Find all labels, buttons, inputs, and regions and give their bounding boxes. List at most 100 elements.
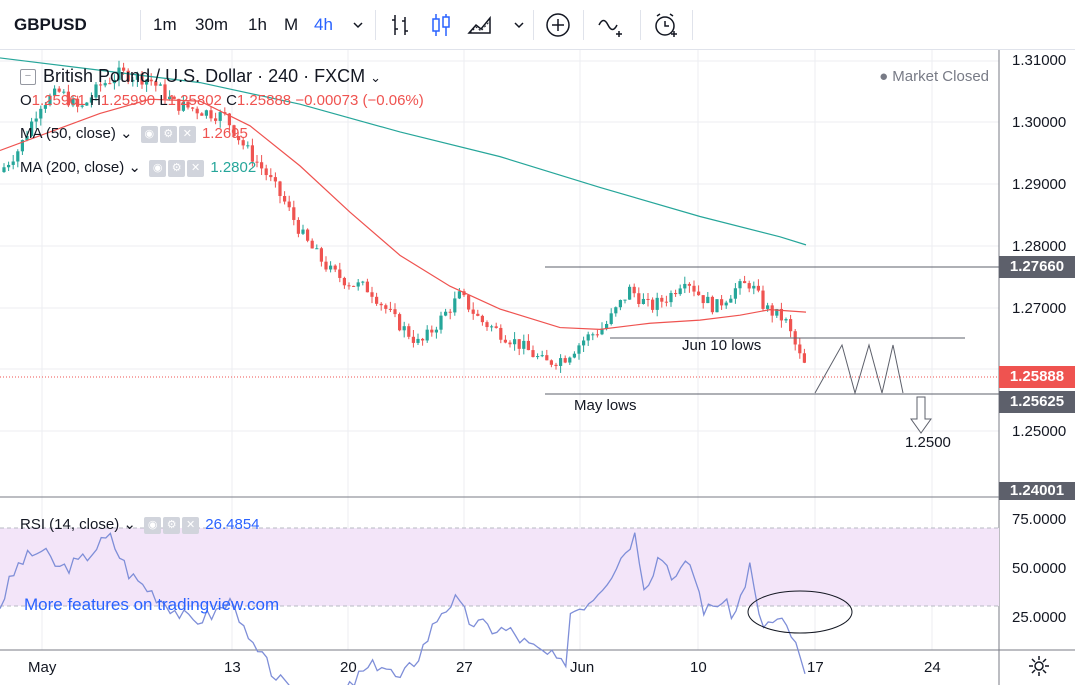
area-chart-icon[interactable] bbox=[466, 11, 494, 39]
candle-body bbox=[485, 322, 489, 328]
projection-zigzag bbox=[814, 343, 904, 395]
candle-body bbox=[186, 101, 190, 108]
settings-gear-icon[interactable] bbox=[1028, 655, 1050, 677]
candle-body bbox=[53, 88, 57, 96]
gear-icon[interactable]: ⚙ bbox=[168, 159, 186, 177]
close-icon[interactable]: ✕ bbox=[182, 516, 200, 534]
interval-1m[interactable]: 1m bbox=[153, 15, 177, 34]
symbol-title[interactable]: − British Pound / U.S. Dollar · 240 · FX… bbox=[20, 66, 381, 87]
gear-icon[interactable]: ⚙ bbox=[163, 516, 181, 534]
ma50-legend[interactable]: MA (50, close) ⌄ ◉ ⚙ ✕ 1.2695 bbox=[20, 125, 248, 143]
candle-body bbox=[503, 339, 507, 343]
candle-body bbox=[715, 299, 719, 313]
price-tick: 1.25000 bbox=[1012, 423, 1067, 440]
interval-M[interactable]: M bbox=[284, 15, 299, 34]
chevron-down-icon[interactable]: ⌄ bbox=[370, 70, 382, 85]
close-icon[interactable]: ✕ bbox=[187, 159, 205, 177]
candlestick-series bbox=[2, 60, 806, 373]
ohlc-readout: O1.25961 H1.25990 L1.25802 C1.25888 −0.0… bbox=[20, 92, 424, 109]
market-status: ● Market Closed bbox=[879, 68, 989, 85]
eye-icon[interactable]: ◉ bbox=[144, 516, 162, 534]
candle-body bbox=[361, 281, 365, 283]
gear-icon[interactable]: ⚙ bbox=[159, 125, 177, 143]
candle-body bbox=[572, 353, 576, 358]
interval-1h[interactable]: 1h bbox=[248, 15, 267, 34]
candle-body bbox=[614, 307, 618, 314]
candle-body bbox=[250, 145, 254, 162]
candle-body bbox=[448, 311, 452, 313]
candle-body bbox=[522, 340, 526, 349]
candle-body bbox=[568, 357, 572, 363]
candle-body bbox=[140, 73, 144, 85]
candle-body bbox=[315, 248, 319, 250]
candle-body bbox=[163, 84, 167, 100]
top-toolbar: GBPUSD 1m 30m 1h M 4h bbox=[0, 0, 1075, 50]
candle-body bbox=[444, 311, 448, 316]
candle-body bbox=[517, 339, 521, 349]
candles-icon[interactable] bbox=[427, 11, 455, 39]
rsi-legend[interactable]: RSI (14, close) ⌄ ◉ ⚙ ✕ 26.4854 bbox=[20, 516, 260, 534]
candle-body bbox=[416, 338, 420, 343]
candle-body bbox=[20, 140, 24, 152]
candle-body bbox=[269, 175, 273, 178]
promo-link[interactable]: More features on tradingview.com bbox=[24, 595, 280, 614]
rsi-tick: 50.0000 bbox=[1012, 560, 1067, 577]
candle-body bbox=[540, 355, 544, 357]
candle-body bbox=[7, 164, 11, 168]
eye-icon[interactable]: ◉ bbox=[140, 125, 158, 143]
low-price-tag: 1.24001 bbox=[999, 482, 1075, 500]
candle-body bbox=[99, 84, 103, 86]
candle-body bbox=[347, 285, 351, 287]
interval-30m[interactable]: 30m bbox=[195, 15, 229, 34]
collapse-icon[interactable]: − bbox=[20, 69, 36, 86]
candle-body bbox=[131, 79, 135, 82]
candle-body bbox=[149, 79, 153, 82]
eye-icon[interactable]: ◉ bbox=[149, 159, 167, 177]
candle-body bbox=[508, 342, 512, 345]
candle-body bbox=[287, 201, 291, 208]
candle-body bbox=[402, 326, 406, 331]
add-indicator-icon[interactable] bbox=[544, 11, 572, 39]
candle-body bbox=[310, 240, 314, 249]
close-icon[interactable]: ✕ bbox=[178, 125, 196, 143]
candle-body bbox=[39, 108, 43, 119]
candle-body bbox=[352, 285, 356, 287]
candle-body bbox=[494, 326, 498, 328]
candle-body bbox=[421, 338, 425, 341]
candle-body bbox=[112, 79, 116, 84]
candle-body bbox=[57, 88, 61, 92]
candle-body bbox=[471, 309, 475, 314]
candle-body bbox=[738, 281, 742, 289]
chevron-down-icon[interactable]: ⌄ bbox=[123, 516, 136, 533]
candle-body bbox=[283, 196, 287, 202]
interval-4h[interactable]: 4h bbox=[314, 15, 333, 34]
candle-body bbox=[195, 108, 199, 114]
candle-body bbox=[761, 290, 765, 309]
bar-chart-icon[interactable] bbox=[386, 11, 414, 39]
chevron-down-icon[interactable]: ⌄ bbox=[128, 159, 141, 176]
price-chart[interactable] bbox=[0, 50, 1075, 685]
chevron-down-icon[interactable]: ⌄ bbox=[120, 125, 133, 142]
compare-icon[interactable] bbox=[597, 11, 625, 39]
candle-body bbox=[490, 326, 494, 328]
date-tick: 24 bbox=[924, 659, 941, 676]
candle-body bbox=[563, 358, 567, 363]
candle-body bbox=[34, 118, 38, 122]
candle-body bbox=[319, 248, 323, 262]
ma200-legend[interactable]: MA (200, close) ⌄ ◉ ⚙ ✕ 1.2802 bbox=[20, 159, 257, 177]
symbol-label[interactable]: GBPUSD bbox=[14, 15, 87, 34]
candle-body bbox=[296, 219, 300, 234]
candle-body bbox=[227, 113, 231, 126]
candle-body bbox=[158, 84, 162, 86]
candle-body bbox=[687, 283, 691, 286]
candle-body bbox=[637, 293, 641, 304]
chevron-down-icon[interactable] bbox=[344, 11, 372, 39]
candle-body bbox=[48, 95, 52, 106]
candle-body bbox=[255, 161, 259, 163]
candle-body bbox=[752, 285, 756, 289]
candle-body bbox=[591, 334, 595, 336]
candle-body bbox=[191, 107, 195, 109]
chevron-down-icon[interactable] bbox=[505, 11, 533, 39]
alert-icon[interactable] bbox=[652, 11, 680, 39]
date-tick: 10 bbox=[690, 659, 707, 676]
